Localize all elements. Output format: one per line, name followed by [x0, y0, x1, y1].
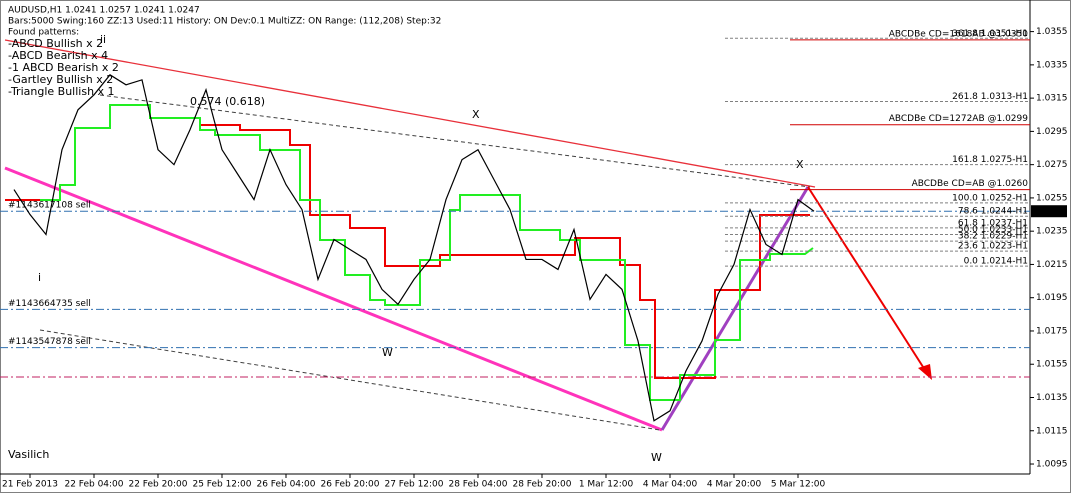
wave-label: i — [38, 271, 41, 284]
fib-label: 61.8 1.0237-H1 — [958, 218, 1028, 228]
pattern-entry: -ABCD Bearish x 4 — [8, 49, 108, 62]
x-tick-label: 26 Feb 20:00 — [320, 480, 379, 490]
y-tick-label: 1.0275 — [1036, 160, 1068, 170]
pattern-entry: -ABCD Bullish x 2 — [8, 37, 103, 50]
price-line — [13, 74, 815, 422]
channel-line — [99, 94, 811, 188]
x-tick-label: 5 Mar 12:00 — [771, 480, 826, 490]
y-tick-label: 1.0175 — [1036, 326, 1068, 336]
x-tick-label: 26 Feb 04:00 — [256, 480, 315, 490]
y-tick-label: 1.0315 — [1036, 94, 1068, 104]
fib-label: 100.0 1.0252-H1 — [952, 193, 1028, 203]
y-tick-label: 1.0195 — [1036, 293, 1068, 303]
y-tick-label: 1.0255 — [1036, 193, 1068, 203]
x-tick-label: 25 Feb 12:00 — [192, 480, 251, 490]
y-tick-label: 1.0115 — [1036, 426, 1068, 436]
arrow-head — [918, 364, 932, 380]
y-tick-label: 1.0235 — [1036, 227, 1068, 237]
pattern-entry: -Triangle Bullish x 1 — [8, 85, 115, 98]
x-tick-label: 21 Feb 2013 — [2, 480, 58, 490]
pattern-entry: -1 ABCD Bearish x 2 — [8, 61, 119, 74]
fib-label: 261.8 1.0313-H1 — [952, 92, 1028, 102]
fib-label: 161.8 1.0275-H1 — [952, 155, 1028, 165]
fib-label: 50.0 1.0233-H1 — [958, 225, 1028, 235]
y-tick-label: 1.0335 — [1036, 60, 1068, 70]
x-tick-label: 28 Feb 20:00 — [512, 480, 571, 490]
target-label: ABCDBe CD=1618AB @1.0350 — [889, 29, 1029, 39]
fib-label: 0.0 1.0214-H1 — [964, 257, 1028, 267]
y-tick-label: 1.0155 — [1036, 360, 1068, 370]
order-label: #1143617108 sell — [8, 201, 91, 211]
resistance-line — [4, 39, 816, 188]
x-tick-label: 4 Mar 04:00 — [643, 480, 698, 490]
projection-arrow — [807, 186, 926, 371]
target-label: ABCDBe CD=AB @1.0260 — [912, 179, 1029, 189]
x-tick-label: 22 Feb 20:00 — [128, 480, 187, 490]
author-label: Vasilich — [8, 448, 49, 461]
order-label: #1143664735 sell — [8, 299, 91, 309]
x-tick-label: 1 Mar 12:00 — [579, 480, 634, 490]
y-tick-label: 1.0095 — [1036, 460, 1068, 470]
target-label: ABCDBe CD=1272AB @1.0299 — [889, 114, 1029, 124]
fib-label: 38.2 1.0229-H1 — [958, 232, 1028, 242]
wave-label: X — [472, 108, 480, 121]
fib-label: 23.6 1.0223-H1 — [958, 242, 1028, 252]
chart-subtitle: Bars:5000 Swing:160 ZZ:13 Used:11 Histor… — [8, 17, 441, 27]
x-tick-label: 4 Mar 20:00 — [707, 480, 762, 490]
y-tick-label: 1.0355 — [1036, 27, 1068, 37]
wave-label: W — [382, 346, 393, 359]
pattern-leg — [660, 186, 810, 431]
patterns-heading: Found patterns: — [8, 28, 79, 38]
wave-label: ii — [100, 33, 106, 46]
y-tick-label: 1.0135 — [1036, 393, 1068, 403]
pattern-entry: -Gartley Bullish x 2 — [8, 73, 113, 86]
current-price-box — [1031, 205, 1067, 218]
x-tick-label: 22 Feb 04:00 — [64, 480, 123, 490]
current-price: 1.0247 — [1035, 207, 1067, 217]
y-tick-label: 1.0215 — [1036, 260, 1068, 270]
support-step — [40, 104, 814, 401]
chart-title: AUDUSD,H1 1.0241 1.0257 1.0241 1.0247 — [8, 6, 200, 16]
order-label: #1143547878 sell — [8, 337, 91, 347]
x-tick-label: 28 Feb 04:00 — [448, 480, 507, 490]
y-tick-label: 1.0295 — [1036, 127, 1068, 137]
fib-label: 78.6 1.0244-H1 — [958, 207, 1028, 217]
wave-label: W — [651, 451, 662, 464]
x-tick-label: 27 Feb 12:00 — [384, 480, 443, 490]
fib-label: 361.8 1.0351-H1 — [952, 29, 1028, 39]
